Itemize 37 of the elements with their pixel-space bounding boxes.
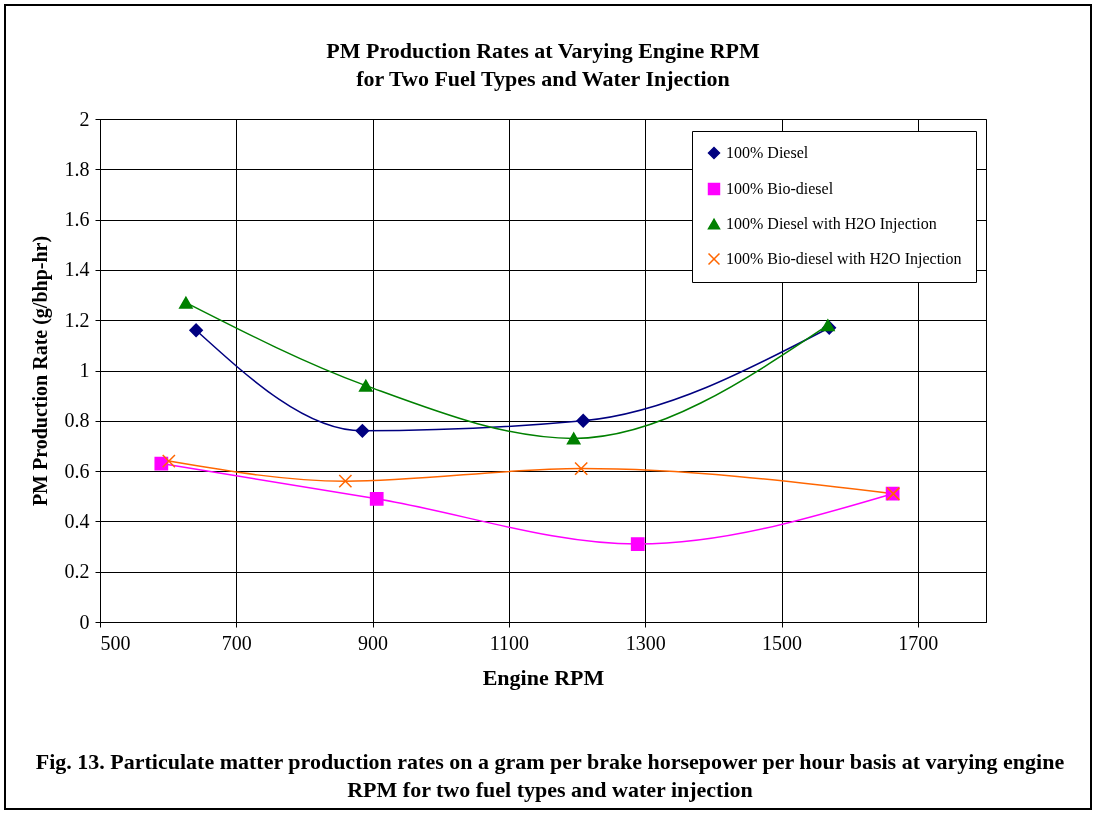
point	[355, 423, 370, 438]
y-tick-label: 1.4	[64, 258, 90, 281]
legend-label: 100% Bio-diesel	[726, 180, 834, 197]
x-tick-label: 700	[221, 631, 252, 654]
y-tick-label: 0.2	[64, 560, 90, 583]
x-tick-label: 1300	[625, 631, 666, 654]
y-tick-label: 1.8	[64, 157, 90, 180]
legend-label: 100% Diesel	[726, 144, 809, 161]
y-tick-label: 0.8	[64, 409, 90, 432]
legend-label: 100% Diesel with H2O Injection	[726, 215, 937, 233]
point	[369, 491, 384, 506]
point	[358, 379, 373, 392]
y-tick-label: 1	[79, 359, 90, 381]
y-tick-label: 2	[79, 107, 90, 130]
y-tick-label: 0.6	[64, 459, 90, 482]
y-tick-label: 0	[79, 610, 90, 633]
x-tick-label: 900	[358, 631, 389, 654]
caption: Fig. 13. Particulate matter production rates on a gram per brake horsepower per hour basis at varying engine RPM for two fuel types and water injection	[34, 748, 1066, 804]
x-tick-label: 1500	[762, 631, 803, 654]
point	[179, 296, 193, 309]
point	[576, 413, 591, 428]
x-tick-label: 1100	[489, 631, 530, 654]
y-tick-label: 1.2	[64, 308, 90, 331]
legend-label: 100% Bio-diesel with H2O Injection	[726, 250, 962, 268]
x-axis-title: Engine RPM	[482, 664, 605, 690]
x-tick-label: 1700	[898, 631, 939, 654]
point	[189, 323, 203, 338]
point	[630, 537, 645, 551]
y-axis-title: PM Production Rate (g/bhp-hr)	[28, 235, 52, 507]
y-tick-label: 0.4	[64, 509, 90, 532]
point	[574, 461, 589, 476]
x-tick-label: 500	[100, 631, 131, 654]
chart-title: PM Production Rates at Varying Engine RPM for Two Fuel Types and Water Injection	[326, 38, 760, 91]
y-tick-label: 1.6	[64, 208, 90, 231]
point	[338, 474, 353, 489]
point	[566, 432, 581, 445]
point	[161, 454, 176, 468]
